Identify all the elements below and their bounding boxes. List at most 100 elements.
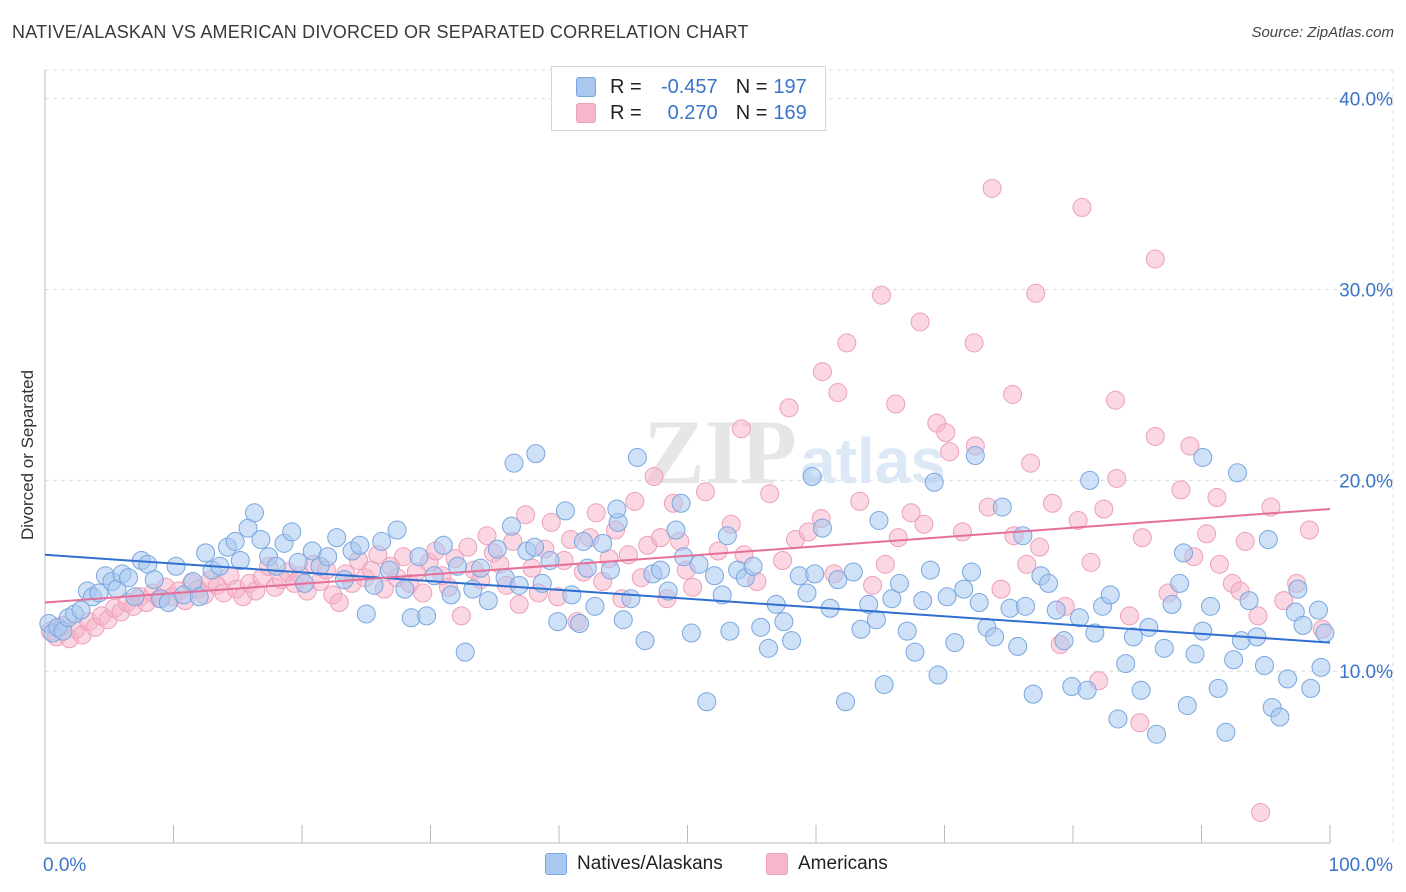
pink-swatch bbox=[576, 103, 596, 123]
data-point bbox=[683, 577, 703, 597]
blue-swatch bbox=[576, 77, 596, 97]
data-point bbox=[409, 547, 429, 567]
data-point bbox=[372, 531, 392, 551]
data-point bbox=[1308, 600, 1328, 620]
data-point bbox=[625, 491, 645, 511]
data-point bbox=[751, 617, 771, 637]
data-point bbox=[1108, 709, 1128, 729]
data-point bbox=[1147, 724, 1167, 744]
data-point bbox=[872, 285, 892, 305]
data-point bbox=[478, 591, 498, 611]
data-point bbox=[992, 497, 1012, 517]
data-point bbox=[773, 551, 793, 571]
data-point bbox=[413, 583, 433, 603]
data-point bbox=[945, 633, 965, 653]
data-point bbox=[600, 560, 620, 580]
data-point bbox=[1068, 510, 1088, 530]
data-point bbox=[1299, 520, 1319, 540]
data-point bbox=[874, 675, 894, 695]
data-point bbox=[828, 383, 848, 403]
data-point bbox=[888, 528, 908, 548]
data-point bbox=[1123, 627, 1143, 647]
data-point bbox=[924, 472, 944, 492]
data-point bbox=[1200, 596, 1220, 616]
data-point bbox=[387, 520, 407, 540]
data-point bbox=[758, 638, 778, 658]
data-point bbox=[782, 631, 802, 651]
data-point bbox=[697, 692, 717, 712]
data-point bbox=[1258, 530, 1278, 550]
data-point bbox=[318, 547, 338, 567]
data-point bbox=[1177, 696, 1197, 716]
data-point bbox=[910, 312, 930, 332]
tick-labels: 10.0% 20.0% 30.0% 40.0% 0.0% 100.0% bbox=[43, 90, 1393, 876]
data-point bbox=[1207, 488, 1227, 508]
data-point bbox=[1008, 636, 1028, 656]
data-point bbox=[681, 623, 701, 643]
data-point bbox=[441, 585, 461, 605]
source-label: Source: ZipAtlas.com bbox=[1251, 24, 1394, 41]
data-point bbox=[230, 551, 250, 571]
data-point bbox=[920, 560, 940, 580]
data-point bbox=[717, 526, 737, 546]
data-point bbox=[886, 394, 906, 414]
data-point bbox=[1039, 573, 1059, 593]
data-point bbox=[570, 614, 590, 634]
data-point bbox=[525, 537, 545, 557]
data-point bbox=[487, 539, 507, 559]
data-point bbox=[952, 522, 972, 542]
data-point bbox=[940, 442, 960, 462]
data-point bbox=[866, 610, 886, 630]
data-point bbox=[969, 593, 989, 613]
legend-item-americans: Americans bbox=[766, 852, 888, 876]
y-tick-label: 10.0% bbox=[1339, 662, 1393, 683]
data-point bbox=[936, 423, 956, 443]
data-point bbox=[937, 587, 957, 607]
x-tick-label: 0.0% bbox=[43, 855, 86, 876]
blue-swatch bbox=[545, 853, 567, 875]
data-point bbox=[1235, 531, 1255, 551]
data-point bbox=[905, 642, 925, 662]
data-point bbox=[1171, 480, 1191, 500]
trend-lines bbox=[44, 507, 1331, 644]
data-point bbox=[1185, 644, 1205, 664]
legend-row-americans: R = 0.270 N = 169 bbox=[576, 101, 807, 125]
data-point bbox=[928, 665, 948, 685]
data-point bbox=[356, 604, 376, 624]
data-point bbox=[251, 530, 271, 550]
data-point bbox=[1030, 537, 1050, 557]
data-point bbox=[244, 503, 264, 523]
data-point bbox=[743, 556, 763, 576]
data-point bbox=[1100, 585, 1120, 605]
data-point bbox=[541, 512, 561, 532]
data-point bbox=[851, 619, 871, 639]
data-point bbox=[1120, 606, 1140, 626]
n-label: N = bbox=[735, 75, 768, 98]
data-point bbox=[651, 560, 671, 580]
data-point bbox=[1107, 468, 1127, 488]
y-tick-label: 40.0% bbox=[1339, 90, 1393, 111]
data-point bbox=[836, 692, 856, 712]
data-point bbox=[1154, 638, 1174, 658]
data-point bbox=[1015, 596, 1035, 616]
data-point bbox=[1131, 680, 1151, 700]
data-point bbox=[1180, 436, 1200, 456]
data-point bbox=[689, 554, 709, 574]
data-point bbox=[225, 531, 245, 551]
data-point bbox=[196, 543, 216, 563]
data-point bbox=[1017, 554, 1037, 574]
data-point bbox=[1069, 608, 1089, 628]
data-point bbox=[1077, 680, 1097, 700]
data-point bbox=[1046, 600, 1066, 620]
data-point bbox=[1278, 669, 1298, 689]
legend-row-natives: R = -0.457 N = 197 bbox=[576, 75, 807, 99]
data-point bbox=[1248, 606, 1268, 626]
pink-swatch bbox=[766, 853, 788, 875]
data-point bbox=[805, 564, 825, 584]
data-point bbox=[613, 610, 633, 630]
data-point bbox=[1145, 249, 1165, 269]
data-point bbox=[1139, 617, 1159, 637]
r-value: 0.270 bbox=[667, 101, 718, 124]
natives-points bbox=[39, 444, 1335, 744]
data-point bbox=[1042, 493, 1062, 513]
